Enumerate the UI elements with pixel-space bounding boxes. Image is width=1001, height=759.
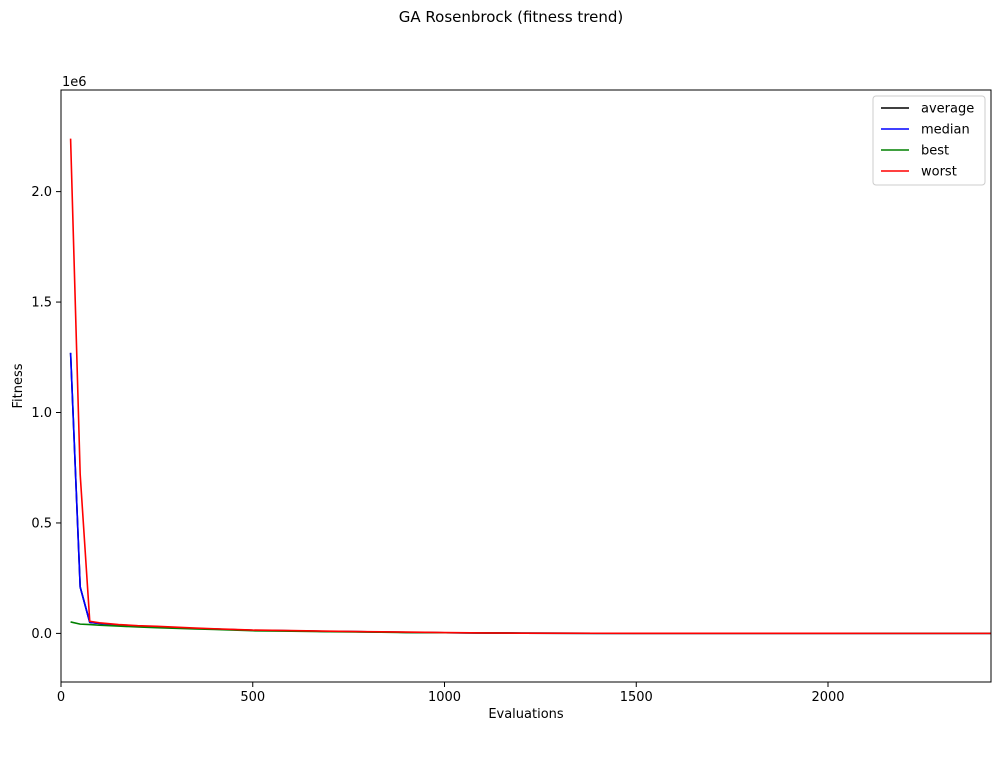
y-tick-label: 1.5 [31,296,52,311]
x-tick-label: 1500 [620,690,653,705]
y-axis-label: Fitness [11,363,26,408]
legend-box [872,95,986,186]
y-tick-label: 2.0 [31,185,52,200]
series-line-worst [69,138,991,635]
chart-title: GA Rosenbrock (fitness trend) [399,8,624,26]
legend-label-median: median [921,123,970,138]
series-line-median [69,352,991,635]
legend-label-worst: worst [921,165,957,180]
plot-frame [60,89,992,683]
x-axis-label: Evaluations [488,707,564,722]
plot-lines [69,138,991,635]
series-line-average [69,352,991,635]
x-axis-ticks: 0 500 1000 1500 2000 [57,682,845,705]
series-line-best [70,621,991,635]
y-tick-label: 1.0 [31,406,52,421]
x-tick-label: 2000 [811,690,844,705]
y-offset-label: 1e6 [62,75,87,90]
x-tick-label: 500 [240,690,265,705]
y-tick-label: 0.0 [31,627,52,642]
y-tick-label: 0.5 [31,516,52,531]
y-axis-ticks: 0.0 0.5 1.0 1.5 2.0 [31,185,61,642]
legend-label-average: average [921,102,974,117]
legend-label-best: best [921,144,949,159]
x-tick-label: 1000 [428,690,461,705]
legend: average median best worst [872,95,986,186]
x-tick-label: 0 [57,690,65,705]
